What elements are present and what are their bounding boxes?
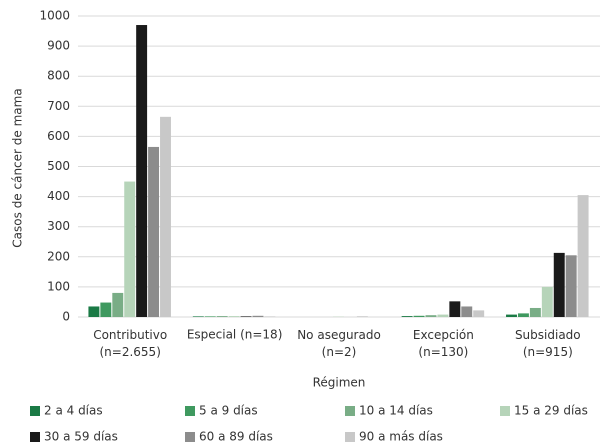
bar <box>425 315 437 317</box>
bar <box>565 255 577 317</box>
bar <box>148 146 160 317</box>
legend-label: 60 a 89 días <box>199 430 273 444</box>
bar <box>577 195 589 317</box>
bar <box>124 181 136 317</box>
y-tick-label: 900 <box>47 39 70 53</box>
y-tick-label: 300 <box>47 219 70 233</box>
x-tick-label: No asegurado (n=2) <box>297 328 381 359</box>
x-axis-label: Régimen <box>313 376 366 390</box>
bar <box>264 316 276 317</box>
bar <box>517 313 529 317</box>
bar <box>100 302 112 317</box>
legend-swatch <box>30 432 40 442</box>
bar <box>204 316 216 317</box>
y-tick-label: 500 <box>47 159 70 173</box>
legend-label: 2 a 4 días <box>44 404 103 418</box>
bar <box>252 315 264 317</box>
bar <box>112 292 124 317</box>
legend-label: 10 a 14 días <box>359 404 433 418</box>
bar <box>541 286 553 317</box>
bar <box>473 310 485 317</box>
bar <box>228 316 240 317</box>
legend-label: 15 a 29 días <box>514 404 588 418</box>
legend-swatch <box>30 406 40 416</box>
bar <box>401 316 413 317</box>
y-tick-label: 1000 <box>39 9 70 23</box>
bar <box>449 301 461 317</box>
legend-swatch <box>500 406 510 416</box>
x-tick-label: Contributivo (n=2.655) <box>93 328 167 359</box>
bar <box>136 25 148 318</box>
bar <box>461 306 473 317</box>
bar <box>216 316 228 317</box>
y-tick-label: 800 <box>47 69 70 83</box>
bar <box>506 314 517 317</box>
y-tick-label: 0 <box>62 310 70 324</box>
y-tick-label: 100 <box>47 279 70 293</box>
legend-swatch <box>185 406 195 416</box>
x-tick-label: Excepción (n=130) <box>413 328 474 359</box>
bar <box>88 306 100 317</box>
bar <box>160 116 171 318</box>
x-tick-label: Subsidiado (n=915) <box>515 328 581 359</box>
legend-label: 30 a 59 días <box>44 430 118 444</box>
y-tick-label: 400 <box>47 189 70 203</box>
legend-swatch <box>345 406 355 416</box>
legend-label: 90 a más días <box>359 430 443 444</box>
legend-label: 5 a 9 días <box>199 404 258 418</box>
bar <box>529 307 541 317</box>
y-tick-label: 200 <box>47 249 70 263</box>
y-axis-label: Casos de cáncer de mama <box>11 88 25 247</box>
bar <box>240 316 252 317</box>
legend-swatch <box>345 432 355 442</box>
bar <box>192 316 204 317</box>
y-tick-label: 700 <box>47 99 70 113</box>
x-tick-label: Especial (n=18) <box>187 328 283 342</box>
y-tick-label: 600 <box>47 129 70 143</box>
legend-swatch <box>185 432 195 442</box>
bar <box>413 315 425 317</box>
bar <box>437 314 449 317</box>
bar <box>553 252 565 317</box>
